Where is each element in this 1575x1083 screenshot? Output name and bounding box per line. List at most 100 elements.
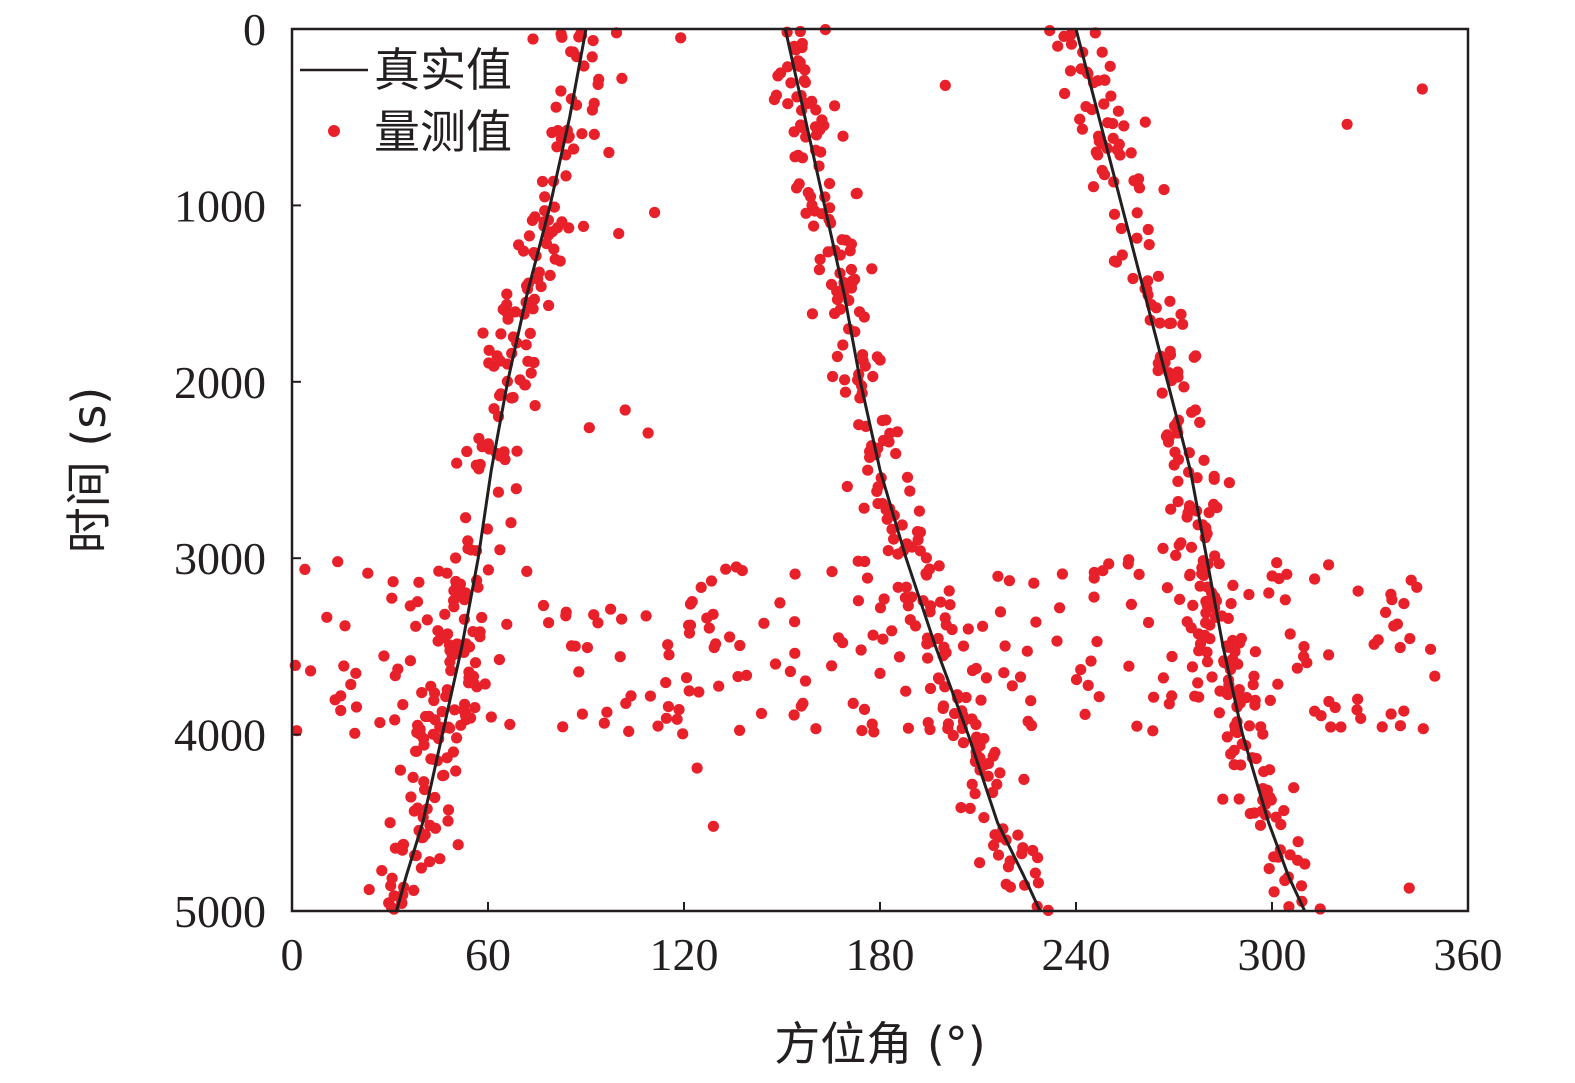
measured-point [450,765,462,777]
measured-point [957,737,970,749]
measured-point [867,370,879,383]
measured-point [428,694,440,707]
measured-point [675,32,687,44]
measured-point [906,591,918,603]
measured-point [338,660,350,672]
measured-point [1248,670,1260,682]
measured-point [1115,222,1127,235]
measured-point [829,100,841,112]
measured-point [810,129,823,141]
measured-point [1148,691,1160,703]
measured-point [789,568,801,580]
measured-point [445,665,457,677]
measured-point [1315,710,1327,722]
measured-point [1166,650,1178,663]
measured-point [789,616,801,628]
measured-point [459,698,471,710]
measured-point [1235,759,1247,771]
measured-point [1394,720,1406,732]
measured-point [492,486,504,498]
measured-point [1325,721,1337,733]
measured-point [388,890,400,902]
measured-point [1385,708,1397,720]
measured-point [1096,46,1108,58]
y-tick-label: 2000 [174,357,266,408]
measured-point [1247,679,1259,691]
measured-point [1075,664,1087,676]
measured-point [825,278,838,291]
measured-point [1198,566,1210,578]
measured-point [469,702,481,714]
legend-label-true: 真实值 [374,43,512,97]
measured-point [775,67,787,79]
measured-point [708,641,720,654]
measured-point [932,672,945,684]
measured-point [868,726,880,738]
measured-point [924,723,936,736]
measured-point [472,581,484,593]
measured-point [1295,880,1308,892]
measured-point [483,357,495,369]
measured-point [974,857,986,869]
measured-point [853,419,865,431]
legend: 真实值 量测值 [300,43,512,159]
measured-point [501,618,513,630]
y-tick-label: 4000 [174,710,266,761]
measured-point [569,640,581,652]
measured-point [886,625,898,637]
measured-point [962,623,974,635]
measured-point [861,572,874,584]
y-tick-label: 3000 [174,533,266,584]
measured-point [642,427,654,439]
measured-point [1143,239,1155,251]
measured-point [810,723,822,735]
measured-point [1398,705,1410,717]
measured-point [909,620,922,632]
measured-point [1044,25,1056,37]
measured-point [1249,699,1261,711]
x-axis-ticks: 0 60 120 180 240 300 360 [281,902,1503,980]
measured-point [937,702,949,715]
measured-point [560,606,572,618]
measured-point [509,306,521,318]
measured-point [1283,901,1295,913]
measured-point [494,390,506,402]
measured-point [663,649,675,661]
measured-point [1131,207,1143,219]
measured-point [429,791,441,804]
measured-point [404,600,416,612]
measured-point [877,633,889,645]
x-axis-title: 方位角 (°) [774,1017,986,1071]
measured-point [1335,721,1347,733]
measured-point [394,764,406,776]
measured-point [1255,721,1267,733]
measured-point [1241,692,1253,704]
measured-point [837,339,849,351]
measured-point [522,355,534,367]
measured-point [568,143,580,155]
measured-point [902,722,915,734]
measured-point [862,464,874,476]
measured-point [839,386,852,398]
measured-point [1243,588,1255,601]
measured-point [1127,272,1139,285]
measured-point [567,46,579,58]
measured-point [980,672,993,684]
measured-point [1079,708,1091,721]
measured-point [408,884,420,897]
measured-point [1025,719,1038,732]
measured-point [449,704,461,716]
measured-point [671,713,683,725]
measured-point [834,303,847,315]
measured-point [404,655,416,667]
measured-point [1152,270,1164,282]
measured-point [970,662,982,675]
measured-point [588,128,600,140]
measured-point [914,545,926,557]
measured-point [452,839,464,851]
measured-point [460,587,472,599]
measured-point [321,611,333,623]
measured-point [707,608,719,620]
measured-point [523,230,536,242]
